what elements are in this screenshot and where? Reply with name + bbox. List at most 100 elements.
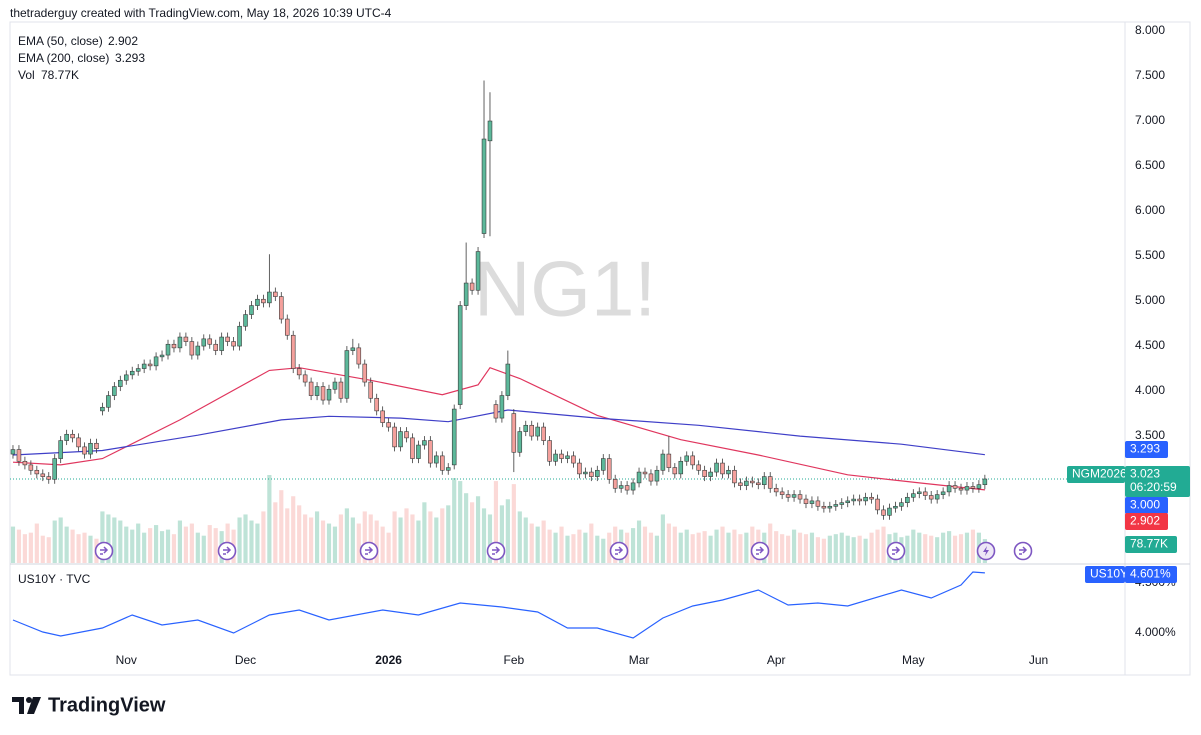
- volume-bar: [237, 517, 242, 563]
- event-icon[interactable]: [609, 541, 629, 561]
- candle-body: [392, 426, 397, 448]
- candle-body: [201, 338, 207, 347]
- event-icons: [94, 541, 1033, 561]
- candle-body: [702, 469, 707, 477]
- volume-bar: [875, 529, 880, 563]
- chart-frame: [9, 21, 1191, 676]
- candle-body: [529, 424, 534, 437]
- volume-bar: [392, 511, 397, 563]
- event-icon[interactable]: [886, 541, 906, 561]
- candle-body: [815, 500, 821, 507]
- candle-body: [630, 482, 636, 491]
- candle-body: [565, 455, 570, 459]
- candle-body: [612, 478, 618, 489]
- candle-body: [463, 282, 469, 306]
- candle-body: [320, 386, 326, 401]
- volume-bar: [607, 532, 612, 563]
- volume-bar: [70, 529, 75, 563]
- candle-body: [243, 314, 248, 327]
- candle-body: [362, 363, 368, 383]
- us10y-symbol-label: US10Y: [1090, 567, 1128, 581]
- candle-body: [159, 354, 165, 358]
- event-icon[interactable]: [976, 541, 996, 561]
- candle-body: [273, 291, 278, 297]
- legend-label: EMA (200, close): [18, 51, 109, 65]
- candle-body: [410, 437, 415, 459]
- us10y-line: [12, 571, 985, 639]
- volume-bar: [547, 529, 552, 563]
- candle-body: [744, 480, 749, 486]
- volume-bar: [124, 526, 129, 563]
- candle-body: [708, 471, 713, 477]
- volume-bar: [797, 532, 803, 563]
- volume-bar: [696, 532, 701, 563]
- volume-bar: [481, 508, 487, 563]
- candle-body: [505, 363, 511, 396]
- volume-bar: [559, 526, 564, 563]
- candle-body: [308, 381, 314, 396]
- candle-body: [666, 453, 672, 468]
- event-icon[interactable]: [486, 541, 506, 561]
- event-icon[interactable]: [1013, 541, 1033, 561]
- candle-body: [314, 386, 320, 396]
- candle-body: [803, 498, 809, 504]
- event-icon[interactable]: [217, 541, 237, 561]
- volume-bar: [499, 505, 504, 563]
- candle-body: [952, 485, 958, 489]
- candle-body: [493, 404, 499, 419]
- volume-bar: [428, 511, 433, 563]
- volume-bar: [398, 517, 403, 563]
- candle-body: [672, 467, 678, 475]
- volume-bar: [183, 526, 188, 563]
- x-tick-label: Nov: [116, 653, 137, 667]
- volume-bar: [410, 514, 415, 563]
- volume-bar: [153, 525, 159, 563]
- y-tick-label: 4.000%: [1135, 625, 1176, 639]
- candle-body: [445, 467, 451, 471]
- volume-bar: [213, 528, 218, 563]
- candle-body: [237, 325, 242, 347]
- volume-bar: [142, 532, 147, 563]
- event-icon[interactable]: [750, 541, 770, 561]
- candle-body: [845, 500, 850, 503]
- volume-bar: [947, 531, 952, 563]
- legend-label: EMA (50, close): [18, 34, 103, 48]
- volume-bar: [803, 534, 809, 563]
- candle-body: [255, 298, 260, 306]
- candle-body: [171, 343, 177, 349]
- candle-body: [928, 495, 934, 500]
- volume-bar: [434, 517, 439, 563]
- x-tick-label: Apr: [767, 653, 786, 667]
- legend-label: Vol: [18, 68, 35, 82]
- candle-body: [326, 388, 332, 401]
- volume-bar: [881, 526, 886, 563]
- x-tick-label: May: [902, 653, 925, 667]
- volume-bar: [28, 532, 33, 563]
- last-price-label: 3.023: [1130, 467, 1160, 481]
- volume-bar: [833, 534, 838, 563]
- candle-body: [284, 318, 290, 336]
- candle-body: [940, 491, 946, 495]
- volume-bar: [10, 526, 16, 563]
- candle-body: [118, 379, 123, 387]
- volume-bar: [177, 520, 183, 563]
- candle-body: [112, 386, 117, 396]
- y-tick-label: 4.000: [1135, 383, 1165, 397]
- volume-bar: [332, 526, 338, 563]
- volume-bar: [291, 496, 296, 563]
- volume-bar: [768, 523, 773, 563]
- event-icon[interactable]: [94, 541, 114, 561]
- event-icon[interactable]: [359, 541, 379, 561]
- volume-bar: [368, 514, 373, 563]
- volume-bar: [851, 537, 856, 563]
- volume-bar: [40, 535, 45, 563]
- candle-body: [475, 251, 481, 291]
- candle-body: [857, 498, 862, 502]
- volume-bar: [869, 532, 874, 563]
- volume-bar: [738, 534, 743, 563]
- symbol-label: NGM2026: [1072, 467, 1127, 481]
- candle-body: [398, 431, 403, 448]
- volume-bar: [356, 523, 361, 563]
